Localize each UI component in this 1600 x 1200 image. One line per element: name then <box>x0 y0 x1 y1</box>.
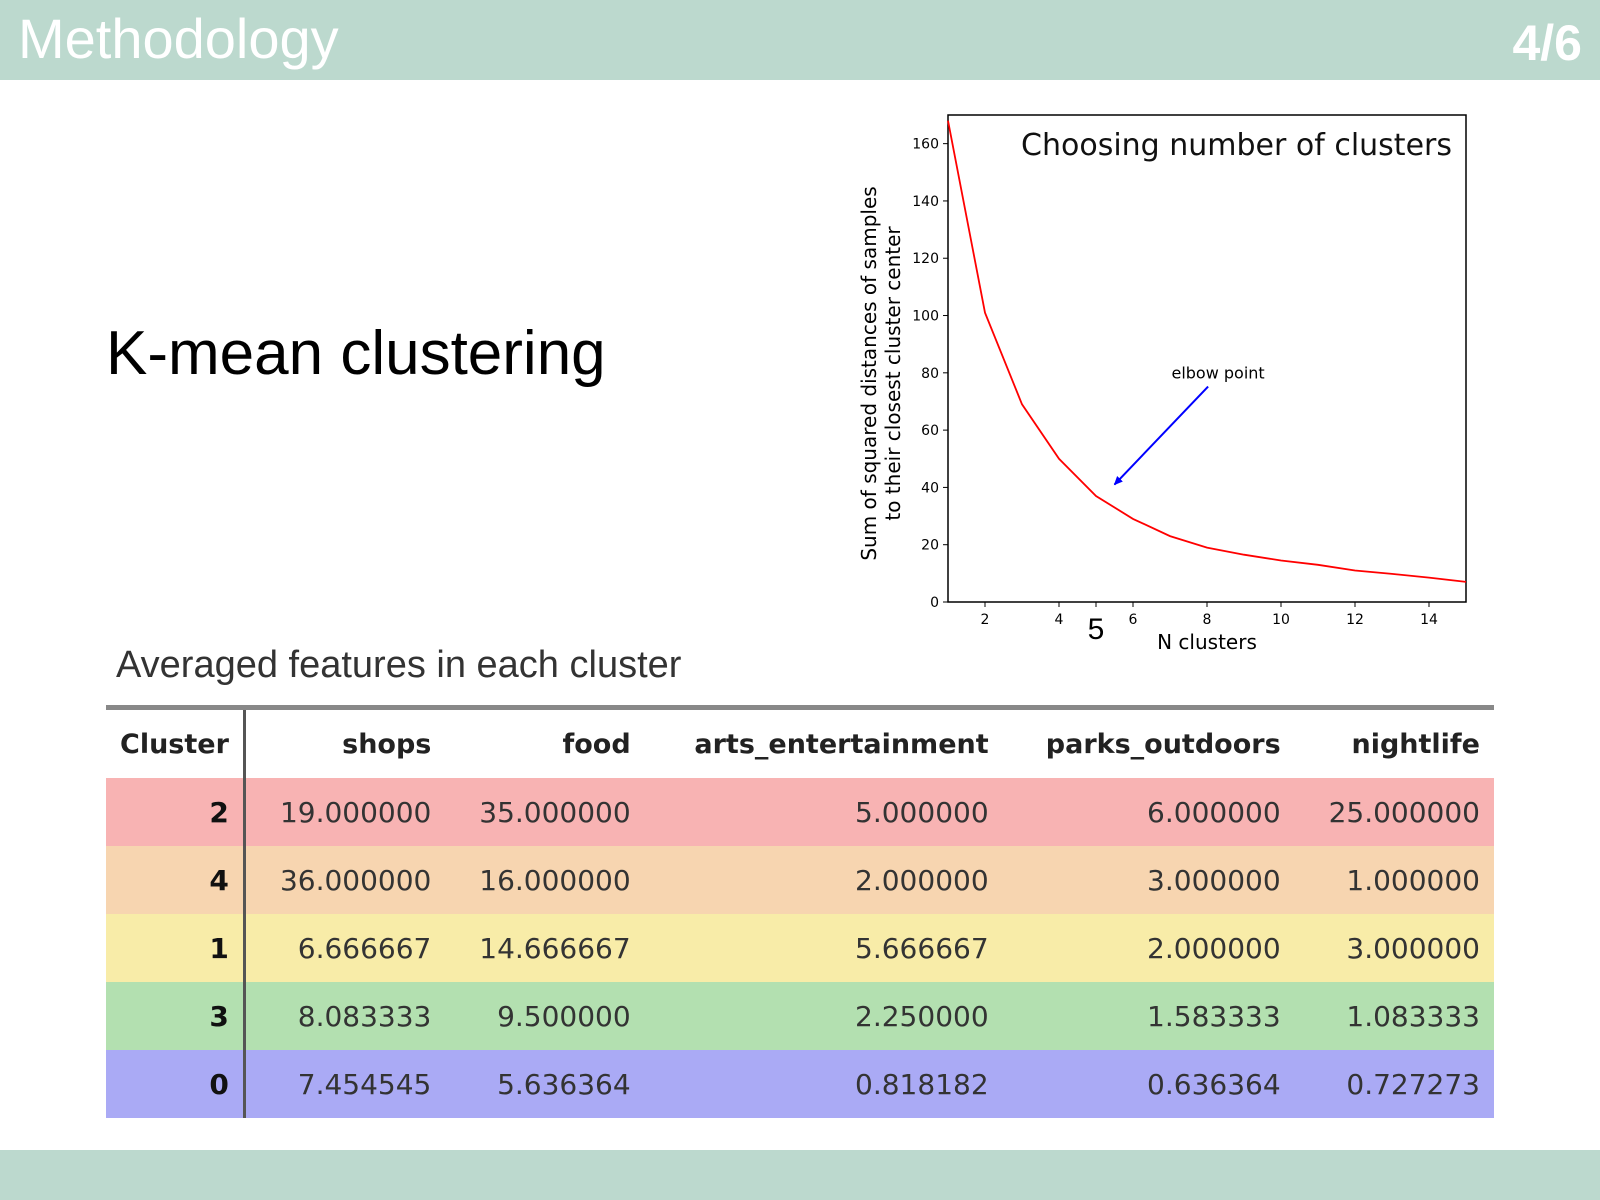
elbow-chart-svg: 0 20 40 60 80 100 120 140 160 2 4 6 8 10 12 14 5 Choosing… <box>860 114 1467 654</box>
x-axis-label: N clusters <box>1157 630 1257 654</box>
y-tick-label: 60 <box>921 423 939 439</box>
main-heading: K-mean clustering <box>106 319 606 388</box>
y-tick-label: 100 <box>912 309 939 325</box>
series-line <box>947 120 1467 583</box>
annotation-label: elbow point <box>1171 364 1264 383</box>
chart-title: Choosing number of clusters <box>1021 128 1452 163</box>
cluster-features-table: Cluster shops food arts_entertainment pa… <box>106 705 1494 1118</box>
table-cell: 1.083333 <box>1346 999 1480 1033</box>
table-cell: 36.000000 <box>279 863 432 897</box>
x-tick-label: 14 <box>1420 612 1438 628</box>
column-header-arts-entertainment: arts_entertainment <box>644 707 1003 778</box>
table-cell: 6.000000 <box>1147 795 1281 829</box>
highlight-label: 5 <box>1088 613 1105 646</box>
annotation-arrow <box>1113 385 1209 486</box>
table-row: 4 36.000000 16.000000 2.000000 3.000000 1.000… <box>106 846 1494 914</box>
table-row: 3 8.083333 9.500000 2.250000 1.583333 1.08333… <box>106 982 1494 1050</box>
table-cell: 8.083333 <box>297 999 432 1033</box>
table-cell: 25.000000 <box>1328 795 1480 829</box>
table-cell: 1.000000 <box>1346 863 1480 897</box>
table-cell: 1.583333 <box>1147 999 1281 1033</box>
elbow-chart: 0 20 40 60 80 100 120 140 160 2 4 6 8 10 12 14 5 Choosing… <box>860 105 1510 675</box>
cluster-id-cell: 0 <box>106 1050 246 1118</box>
table-cell: 14.666667 <box>479 931 631 965</box>
column-header-parks-outdoors: parks_outdoors <box>1002 707 1295 778</box>
table-cell: 3.000000 <box>1147 863 1281 897</box>
table-cell: 5.000000 <box>855 795 989 829</box>
table-cell: 19.000000 <box>279 795 432 829</box>
plot-frame <box>947 114 1467 603</box>
x-tick-label: 10 <box>1272 612 1290 628</box>
table-cell: 5.666667 <box>855 931 989 965</box>
x-tick-label: 8 <box>1203 612 1212 628</box>
table-cell: 2.000000 <box>855 863 989 897</box>
y-axis-label-line-1: Sum of squared distances of samples <box>860 186 881 560</box>
y-tick-label: 120 <box>912 251 939 267</box>
table-cell: 2.250000 <box>855 999 989 1033</box>
cluster-id-cell: 1 <box>106 914 246 982</box>
table-cell: 5.636364 <box>497 1067 631 1101</box>
table-cell: 9.500000 <box>497 999 631 1033</box>
cluster-id-cell: 3 <box>106 982 246 1050</box>
table-cell: 6.666667 <box>297 931 432 965</box>
table-cell: 0.727273 <box>1346 1067 1480 1101</box>
header-bar: Methodology 4/6 <box>0 0 1600 80</box>
cluster-id-cell: 4 <box>106 846 246 914</box>
table-cell: 7.454545 <box>297 1067 432 1101</box>
table-row: 0 7.454545 5.636364 0.818182 0.636364 0.72727… <box>106 1050 1494 1118</box>
table-cell: 0.636364 <box>1147 1067 1281 1101</box>
table-row: 1 6.666667 14.666667 5.666667 2.000000 3.0000… <box>106 914 1494 982</box>
table-cell: 16.000000 <box>479 863 631 897</box>
x-tick-label: 6 <box>1129 612 1138 628</box>
table-row: 2 19.000000 35.000000 5.000000 6.000000 25.00… <box>106 778 1494 846</box>
column-header-food: food <box>445 707 645 778</box>
footer-bar <box>0 1150 1600 1200</box>
cluster-id-cell: 2 <box>106 778 246 846</box>
y-tick-label: 160 <box>912 137 939 153</box>
y-tick-label: 140 <box>912 194 939 210</box>
column-header-nightlife: nightlife <box>1294 707 1494 778</box>
y-tick-label: 40 <box>921 480 939 496</box>
y-tick-label: 80 <box>921 366 939 382</box>
y-axis-label-line-2: to their closest cluster center <box>881 226 905 521</box>
table-header-row: Cluster shops food arts_entertainment pa… <box>106 707 1494 778</box>
x-tick-label: 12 <box>1346 612 1364 628</box>
table-cell: 3.000000 <box>1346 931 1480 965</box>
slide-title: Methodology <box>18 7 339 70</box>
table-caption: Averaged features in each cluster <box>116 644 682 686</box>
table-cell: 35.000000 <box>479 795 631 829</box>
column-header-cluster: Cluster <box>106 707 246 778</box>
table-cell: 0.818182 <box>855 1067 989 1101</box>
y-tick-label: 20 <box>921 538 939 554</box>
column-header-shops: shops <box>244 707 446 778</box>
table-cell: 2.000000 <box>1147 931 1281 965</box>
x-tick-label: 2 <box>981 612 990 628</box>
x-tick-label: 4 <box>1055 612 1064 628</box>
page-number: 4/6 <box>1512 15 1582 71</box>
y-tick-label: 0 <box>930 595 939 611</box>
